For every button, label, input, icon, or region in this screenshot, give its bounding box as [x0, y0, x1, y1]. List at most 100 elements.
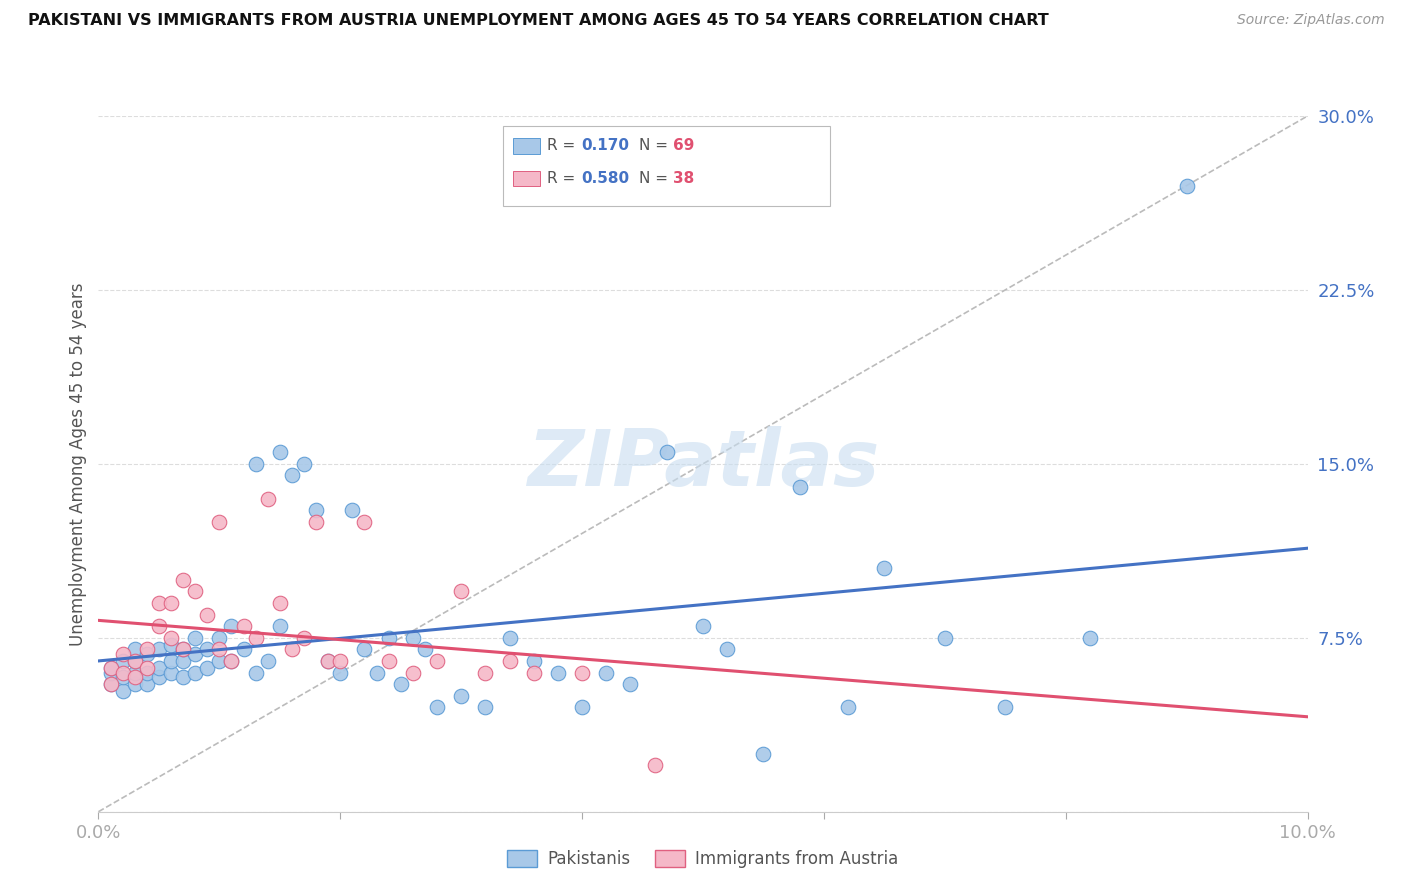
Point [329, 665, 352, 680]
Point [124, 654, 146, 668]
Point [124, 677, 146, 691]
Point [148, 661, 170, 675]
Text: 69: 69 [672, 138, 695, 153]
Point [292, 457, 315, 471]
Point [100, 677, 122, 691]
Point [571, 700, 593, 714]
Point [135, 677, 157, 691]
Point [305, 503, 328, 517]
Point [595, 665, 617, 680]
Point [245, 631, 267, 645]
Point [474, 700, 496, 714]
Point [184, 647, 207, 661]
Y-axis label: Unemployment Among Ages 45 to 54 years: Unemployment Among Ages 45 to 54 years [69, 282, 87, 646]
Point [789, 480, 811, 494]
Point [281, 468, 304, 483]
Point [366, 665, 388, 680]
Point [655, 445, 678, 459]
Point [377, 631, 399, 645]
Legend: Pakistanis, Immigrants from Austria: Pakistanis, Immigrants from Austria [501, 843, 905, 875]
Point [111, 647, 134, 661]
Point [160, 665, 183, 680]
Point [547, 665, 569, 680]
Point [208, 631, 231, 645]
Text: Source: ZipAtlas.com: Source: ZipAtlas.com [1237, 13, 1385, 28]
Point [160, 654, 183, 668]
Point [450, 584, 472, 599]
Point [292, 631, 315, 645]
Point [329, 654, 352, 668]
Point [413, 642, 436, 657]
Point [1175, 178, 1198, 193]
Text: N =: N = [638, 138, 673, 153]
Point [124, 642, 146, 657]
Point [402, 631, 425, 645]
Point [124, 665, 146, 680]
Point [195, 661, 218, 675]
Point [124, 670, 146, 684]
Point [934, 631, 956, 645]
Point [450, 689, 472, 703]
Point [195, 607, 218, 622]
Point [256, 654, 278, 668]
Text: PAKISTANI VS IMMIGRANTS FROM AUSTRIA UNEMPLOYMENT AMONG AGES 45 TO 54 YEARS CORR: PAKISTANI VS IMMIGRANTS FROM AUSTRIA UNE… [28, 13, 1049, 29]
Point [269, 619, 291, 633]
FancyBboxPatch shape [513, 138, 540, 153]
Point [135, 665, 157, 680]
Point [111, 670, 134, 684]
Text: R =: R = [547, 171, 581, 186]
Point [160, 596, 183, 610]
Text: 38: 38 [672, 171, 695, 186]
Point [305, 515, 328, 529]
Point [148, 619, 170, 633]
Point [148, 642, 170, 657]
Point [172, 670, 194, 684]
Point [644, 758, 666, 772]
Point [426, 654, 449, 668]
Point [135, 661, 157, 675]
Point [389, 677, 412, 691]
Point [571, 665, 593, 680]
Point [994, 700, 1017, 714]
Point [245, 457, 267, 471]
Point [232, 642, 254, 657]
Point [195, 642, 218, 657]
Point [316, 654, 339, 668]
Point [111, 684, 134, 698]
Point [100, 665, 122, 680]
Point [232, 619, 254, 633]
Point [256, 491, 278, 506]
Point [100, 677, 122, 691]
Point [172, 642, 194, 657]
Point [208, 654, 231, 668]
Point [692, 619, 714, 633]
Point [523, 654, 546, 668]
Point [873, 561, 896, 575]
Point [111, 665, 134, 680]
Point [1078, 631, 1101, 645]
Point [353, 642, 375, 657]
Point [269, 445, 291, 459]
Point [148, 596, 170, 610]
Text: R =: R = [547, 138, 581, 153]
Point [221, 654, 243, 668]
Point [377, 654, 399, 668]
Point [523, 665, 546, 680]
Point [837, 700, 859, 714]
Point [184, 584, 207, 599]
Text: 0.170: 0.170 [581, 138, 628, 153]
Text: 0.580: 0.580 [581, 171, 628, 186]
Point [172, 654, 194, 668]
Point [281, 642, 304, 657]
Point [402, 665, 425, 680]
Point [498, 631, 520, 645]
Point [245, 665, 267, 680]
Point [269, 596, 291, 610]
Point [124, 654, 146, 668]
Point [221, 654, 243, 668]
Point [135, 647, 157, 661]
Point [353, 515, 375, 529]
Point [208, 642, 231, 657]
Point [426, 700, 449, 714]
Point [342, 503, 364, 517]
